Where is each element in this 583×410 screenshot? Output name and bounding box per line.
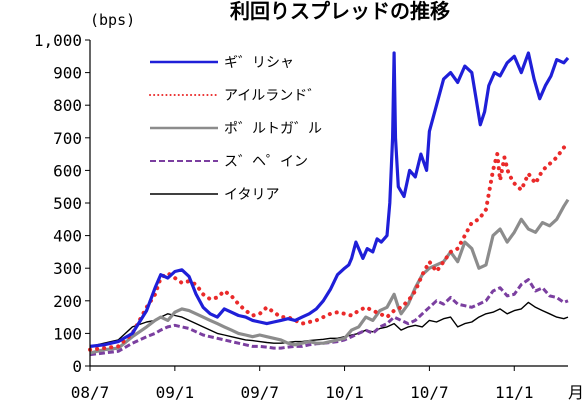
x-tick-label: 09/7	[240, 383, 279, 402]
y-tick-label: 700	[53, 129, 82, 148]
legend-label: ス゛ヘ゜イン	[224, 154, 308, 170]
y-tick-label: 400	[53, 227, 82, 246]
x-tick-label: 09/1	[156, 383, 195, 402]
y-tick-label: 300	[53, 259, 82, 278]
legend-label: アイルランド゛	[224, 88, 321, 104]
legend-label: ギ゛リシャ	[224, 55, 294, 71]
y-tick-label: 1,000	[34, 31, 82, 50]
y-tick-label: 500	[53, 194, 82, 213]
x-tick-label: 10/7	[410, 383, 449, 402]
x-unit-label: 月	[568, 383, 583, 402]
x-tick-label: 10/1	[325, 383, 364, 402]
y-axis: 0 100 200 300 400 500 600 700 800 900 1,000	[34, 31, 90, 376]
y-tick-label: 0	[72, 357, 82, 376]
x-tick-label: 11/1	[495, 383, 534, 402]
y-tick-label: 200	[53, 292, 82, 311]
x-axis: 08/7 09/1 09/7 10/1 10/7 11/1	[71, 366, 534, 402]
series-line-2	[89, 198, 570, 355]
x-tick-label: 08/7	[71, 383, 110, 402]
series-lines	[88, 51, 570, 357]
y-tick-label: 600	[53, 161, 82, 180]
y-unit-label: (bps)	[90, 11, 135, 29]
y-tick-label: 100	[53, 324, 82, 343]
legend-label: イタリア	[224, 187, 279, 203]
y-tick-label: 900	[53, 64, 82, 83]
series-line-1	[88, 142, 570, 352]
chart-title: 利回りスプレッドの推移	[230, 0, 450, 23]
series-line-4	[89, 301, 569, 348]
legend-label: ポ゛ルトガ゛ル	[224, 121, 322, 137]
series-line-0	[89, 51, 570, 348]
y-tick-label: 800	[53, 96, 82, 115]
